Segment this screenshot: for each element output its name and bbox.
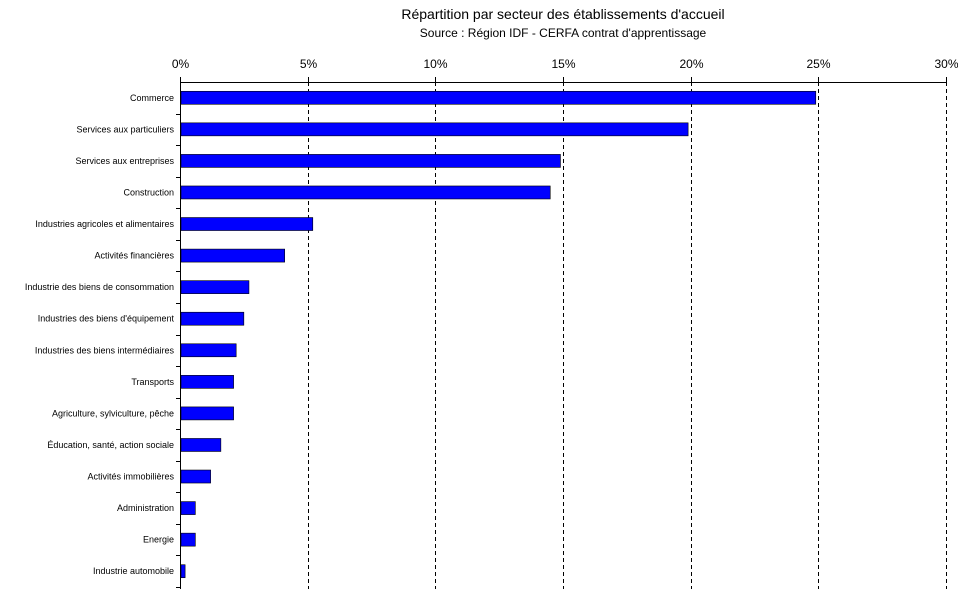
x-tick-label: 0%	[172, 57, 190, 71]
bar	[180, 154, 561, 168]
bar	[180, 217, 314, 231]
category-label: Industries des biens d'équipement	[38, 314, 175, 324]
category-label: Transports	[131, 377, 174, 387]
category-label: Éducation, santé, action sociale	[47, 440, 174, 450]
bar	[180, 343, 237, 358]
x-tick-label: 25%	[806, 57, 830, 71]
category-label: Services aux entreprises	[75, 156, 174, 166]
category-label: Industrie automobile	[93, 566, 174, 576]
bars	[180, 90, 817, 579]
category-label: Industries des biens intermédiaires	[35, 345, 175, 355]
category-label: Activités immobilières	[87, 472, 174, 482]
bar	[180, 532, 196, 547]
x-tick-label: 5%	[300, 57, 318, 71]
bar	[180, 185, 551, 200]
x-tick-label: 30%	[934, 57, 958, 71]
chart-subtitle: Source : Région IDF - CERFA contrat d'ap…	[419, 26, 707, 40]
bar	[180, 501, 196, 515]
x-tick-label: 20%	[679, 57, 703, 71]
bar	[180, 564, 186, 579]
chart-title: Répartition par secteur des établissemen…	[401, 6, 725, 22]
bar	[180, 438, 222, 452]
category-label: Industrie des biens de consommation	[25, 282, 174, 292]
category-label: Services aux particuliers	[76, 124, 174, 134]
bar	[180, 122, 689, 137]
bar	[180, 469, 211, 484]
bar	[180, 90, 817, 105]
labels: 0% 5% 10% 15% 20% 25% 30% Commerce Services aux …	[25, 57, 958, 576]
bar	[180, 280, 250, 294]
x-tick-label: 10%	[423, 57, 447, 71]
axes	[176, 77, 947, 589]
bar	[180, 406, 234, 421]
bar	[180, 248, 285, 263]
category-label: Construction	[123, 187, 174, 197]
bar	[180, 311, 245, 326]
category-label: Energie	[143, 535, 174, 545]
x-tick-label: 15%	[551, 57, 575, 71]
category-label: Agriculture, sylviculture, pêche	[52, 408, 174, 418]
category-label: Administration	[117, 503, 174, 513]
category-label: Activités financières	[94, 251, 174, 261]
category-label: Industries agricoles et alimentaires	[35, 219, 174, 229]
category-label: Commerce	[130, 93, 174, 103]
bar	[180, 375, 234, 389]
